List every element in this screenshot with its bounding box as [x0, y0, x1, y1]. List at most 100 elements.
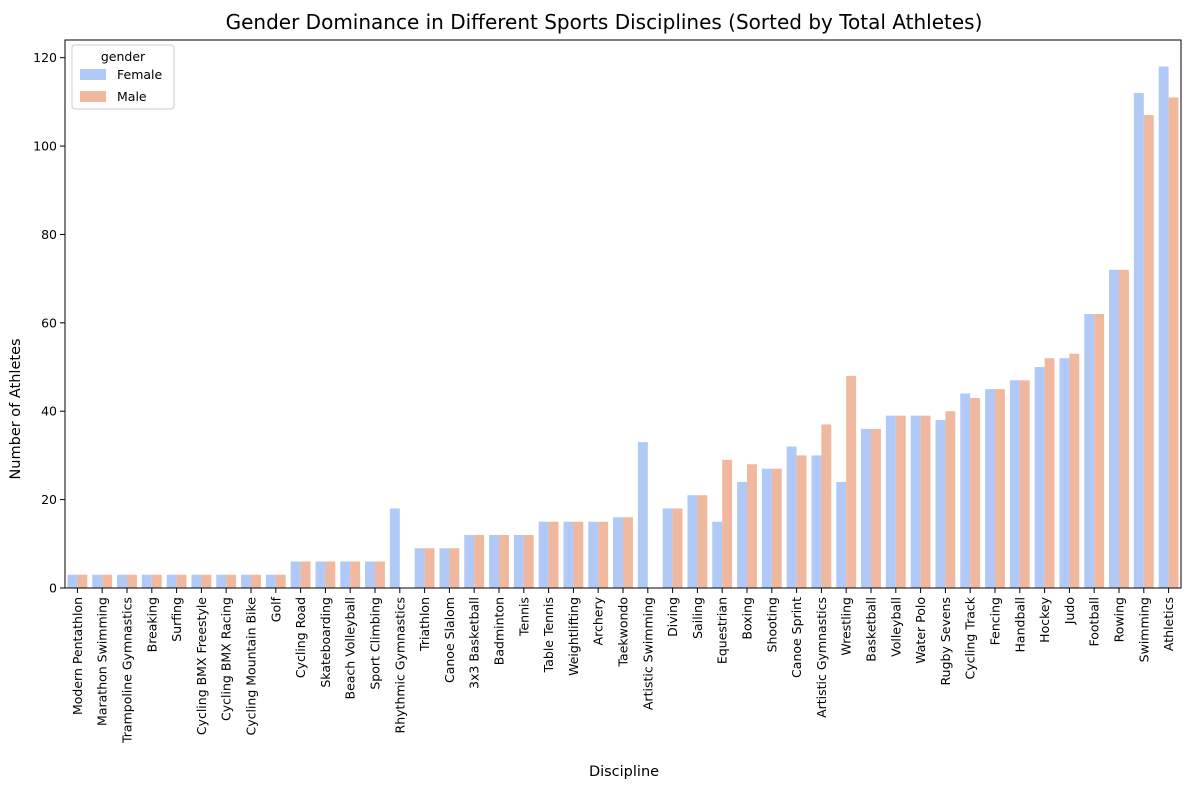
- bar-female-30: [811, 455, 822, 588]
- x-tick-label-31: Wrestling: [839, 597, 854, 656]
- bar-male-14: [424, 548, 435, 588]
- legend-swatch-male: [80, 91, 106, 102]
- x-tick-label-27: Boxing: [740, 597, 755, 640]
- bar-female-6: [216, 574, 227, 588]
- bar-female-8: [265, 574, 276, 588]
- bar-female-23: [637, 442, 648, 588]
- bar-female-26: [712, 521, 723, 588]
- x-tick-label-24: Diving: [665, 597, 680, 637]
- bar-female-22: [613, 517, 623, 588]
- bar-female-39: [1034, 367, 1045, 588]
- x-tick-label-25: Sailing: [690, 597, 705, 639]
- bar-male-12: [375, 561, 385, 588]
- bar-female-34: [910, 415, 921, 588]
- y-tick-label-2: 40: [41, 404, 57, 419]
- bar-female-5: [191, 574, 202, 588]
- x-tick-label-19: Table Tennis: [541, 597, 556, 673]
- bar-female-41: [1084, 314, 1095, 588]
- x-tick-label-32: Basketball: [864, 597, 879, 662]
- bar-female-16: [464, 534, 475, 588]
- legend-swatch-female: [80, 69, 106, 80]
- bar-female-12: [365, 561, 375, 588]
- bar-male-29: [796, 455, 807, 588]
- bar-male-15: [449, 548, 460, 588]
- y-tick-label-0: 0: [49, 581, 57, 596]
- x-tick-label-43: Swimming: [1136, 597, 1151, 662]
- x-tick-label-0: Modern Pentathlon: [70, 597, 85, 715]
- x-tick-label-30: Artistic Gymnastics: [814, 597, 829, 718]
- x-tick-label-13: Rhythmic Gymnastics: [392, 597, 407, 733]
- x-tick-label-40: Judo: [1062, 597, 1077, 625]
- bar-male-38: [1019, 380, 1030, 588]
- bar-female-28: [761, 468, 772, 588]
- x-tick-label-18: Tennis: [516, 597, 531, 637]
- bar-male-6: [226, 574, 237, 588]
- bar-male-35: [945, 411, 956, 588]
- x-tick-label-44: Athletics: [1161, 597, 1176, 651]
- bar-male-1: [102, 574, 113, 588]
- bar-female-20: [563, 521, 574, 588]
- bar-male-9: [300, 561, 311, 588]
- bar-female-14: [414, 548, 425, 588]
- x-tick-label-21: Archery: [591, 596, 606, 645]
- chart-title: Gender Dominance in Different Sports Dis…: [226, 10, 983, 34]
- bar-female-42: [1109, 269, 1119, 588]
- bar-female-32: [861, 428, 871, 588]
- bar-male-42: [1119, 269, 1129, 588]
- bar-female-17: [489, 534, 499, 588]
- y-tick-label-5: 100: [33, 139, 57, 154]
- x-tick-label-10: Skateboarding: [318, 597, 333, 688]
- bar-male-36: [970, 397, 981, 588]
- x-tick-label-33: Volleyball: [888, 597, 903, 657]
- x-tick-label-23: Artistic Swimming: [640, 597, 655, 710]
- y-tick-label-6: 120: [33, 50, 57, 65]
- x-tick-label-41: Football: [1087, 597, 1102, 646]
- x-tick-label-34: Water Polo: [913, 597, 928, 664]
- bar-male-37: [995, 389, 1005, 588]
- bar-female-11: [340, 561, 351, 588]
- bar-male-8: [275, 574, 286, 588]
- y-tick-label-3: 60: [41, 315, 57, 330]
- plot-area: 0 20 40 60 80 100 120 Modern Pentathlon Marathon…: [33, 39, 1182, 744]
- x-tick-label-2: Trampoline Gymnastics: [120, 597, 135, 744]
- bar-female-36: [960, 393, 971, 588]
- x-tick-label-22: Taekwondo: [616, 597, 631, 668]
- bar-male-7: [251, 574, 261, 588]
- bar-male-22: [623, 517, 633, 588]
- x-tick-label-8: Golf: [268, 596, 283, 622]
- bar-female-25: [687, 495, 698, 588]
- legend: gender Female Male: [71, 44, 175, 110]
- bar-male-5: [201, 574, 212, 588]
- bar-male-39: [1044, 358, 1055, 588]
- bar-male-44: [1168, 97, 1179, 588]
- bar-female-35: [935, 420, 946, 588]
- bar-male-27: [747, 464, 757, 588]
- bar-male-18: [523, 534, 534, 588]
- x-tick-label-15: Canoe Slalom: [442, 597, 457, 683]
- bar-male-19: [548, 521, 559, 588]
- legend-label-male: Male: [117, 89, 147, 104]
- bar-male-25: [697, 495, 708, 588]
- bar-female-40: [1059, 358, 1070, 588]
- bar-male-11: [350, 561, 361, 588]
- bar-male-43: [1143, 115, 1154, 588]
- x-tick-label-9: Cycling Road: [293, 597, 308, 678]
- bar-female-7: [241, 574, 251, 588]
- x-tick-label-1: Marathon Swimming: [95, 597, 110, 726]
- bar-male-2: [127, 574, 137, 588]
- bar-female-13: [389, 508, 400, 588]
- bar-female-43: [1133, 93, 1144, 588]
- bar-female-0: [67, 574, 78, 588]
- x-tick-label-36: Cycling Track: [963, 596, 978, 679]
- bar-female-2: [117, 574, 127, 588]
- x-tick-label-29: Canoe Sprint: [789, 597, 804, 678]
- bar-male-33: [895, 415, 906, 588]
- legend-label-female: Female: [117, 67, 163, 82]
- bar-male-17: [499, 534, 509, 588]
- bar-female-19: [538, 521, 549, 588]
- bar-female-33: [885, 415, 896, 588]
- bar-male-34: [920, 415, 931, 588]
- y-tick-label-1: 20: [41, 492, 57, 507]
- x-tick-label-14: Triathlon: [417, 597, 432, 652]
